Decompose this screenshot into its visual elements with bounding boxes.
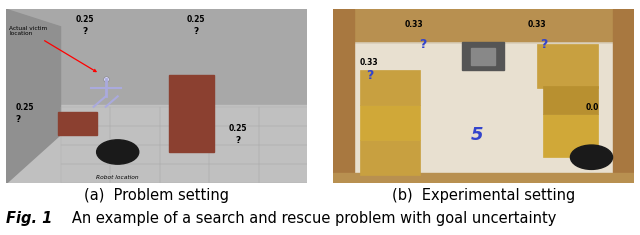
Bar xyxy=(209,164,259,183)
Polygon shape xyxy=(6,105,307,183)
Bar xyxy=(333,173,634,183)
Text: 0.0: 0.0 xyxy=(586,103,599,112)
Bar xyxy=(160,126,209,145)
Text: 5: 5 xyxy=(471,126,483,144)
Text: ?: ? xyxy=(540,38,547,51)
Bar xyxy=(61,145,110,164)
Bar xyxy=(110,164,160,183)
Bar xyxy=(110,126,160,145)
Bar xyxy=(259,145,308,164)
Bar xyxy=(259,164,308,183)
Bar xyxy=(471,48,495,65)
Bar xyxy=(160,107,209,126)
Text: (b)  Experimental setting: (b) Experimental setting xyxy=(392,188,575,203)
Polygon shape xyxy=(6,9,61,183)
Text: ?: ? xyxy=(235,136,240,145)
Bar xyxy=(160,164,209,183)
Bar xyxy=(58,112,97,135)
Text: Fig. 1: Fig. 1 xyxy=(6,212,52,227)
Bar xyxy=(110,107,160,126)
Bar xyxy=(462,43,504,70)
Bar xyxy=(160,145,209,164)
Bar xyxy=(259,126,308,145)
Bar xyxy=(209,126,259,145)
Bar xyxy=(538,44,598,88)
Text: 0.33: 0.33 xyxy=(360,58,378,67)
Circle shape xyxy=(570,145,612,169)
Bar xyxy=(333,9,354,183)
Bar xyxy=(360,105,420,140)
Bar xyxy=(612,9,634,183)
Bar xyxy=(360,70,420,105)
Text: 0.33: 0.33 xyxy=(528,20,547,29)
Polygon shape xyxy=(6,9,307,105)
Bar xyxy=(61,164,110,183)
Text: 0.25: 0.25 xyxy=(15,103,34,112)
Bar xyxy=(209,107,259,126)
Text: 0.33: 0.33 xyxy=(404,20,423,29)
Text: Actual victim
location: Actual victim location xyxy=(10,26,96,72)
Text: 0.25: 0.25 xyxy=(229,124,248,133)
Circle shape xyxy=(97,140,139,164)
Text: An example of a search and rescue problem with goal uncertainty: An example of a search and rescue proble… xyxy=(58,212,556,227)
Text: 0.25: 0.25 xyxy=(76,15,94,24)
Text: ?: ? xyxy=(419,38,427,51)
Bar xyxy=(209,145,259,164)
Text: ?: ? xyxy=(15,115,20,125)
Bar xyxy=(354,44,612,176)
Bar xyxy=(61,107,110,126)
Text: ?: ? xyxy=(366,69,373,82)
Bar xyxy=(169,75,214,152)
Text: 0.25: 0.25 xyxy=(187,15,205,24)
Bar xyxy=(333,9,634,41)
Bar xyxy=(61,126,110,145)
Text: ?: ? xyxy=(193,27,198,36)
Text: (a)  Problem setting: (a) Problem setting xyxy=(84,188,229,203)
Bar xyxy=(543,86,598,114)
Bar xyxy=(259,107,308,126)
Bar xyxy=(110,145,160,164)
Text: Robot location: Robot location xyxy=(97,175,139,180)
Bar xyxy=(360,140,420,175)
Text: ?: ? xyxy=(82,27,87,36)
Bar xyxy=(543,114,598,157)
